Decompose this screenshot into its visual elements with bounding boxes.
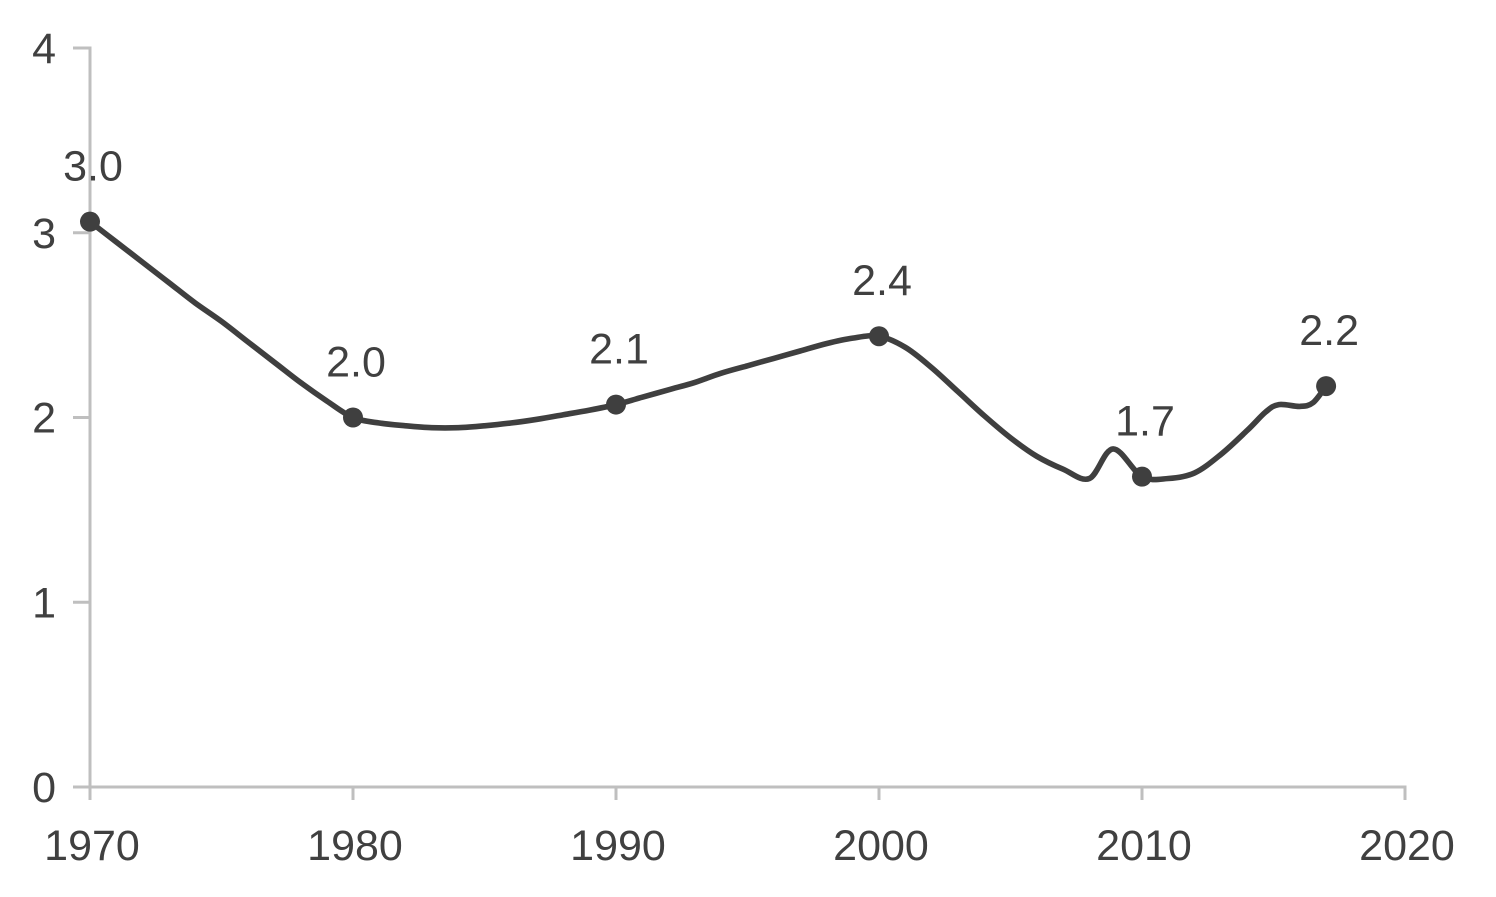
data-point-label: 2.4 — [852, 257, 912, 305]
x-tick-label: 2020 — [1359, 822, 1455, 870]
data-point-marker — [1316, 376, 1337, 397]
x-tick-label: 1970 — [44, 822, 140, 870]
data-point-label: 1.7 — [1115, 398, 1175, 446]
axes — [73, 46, 1407, 800]
data-point-marker — [80, 211, 100, 232]
data-point-label: 2.0 — [326, 339, 386, 387]
data-point-marker — [606, 394, 626, 415]
data-point-label: 2.2 — [1299, 307, 1359, 355]
y-tick-label: 4 — [32, 25, 56, 73]
data-point-label: 2.1 — [589, 326, 649, 374]
data-point-marker — [1132, 466, 1152, 487]
series-line-path — [87, 218, 1329, 483]
y-tick-label: 0 — [32, 764, 56, 812]
data-point-labels: 3.0 2.0 2.1 2.4 1.7 2.2 — [63, 143, 1359, 446]
x-tick-label: 1980 — [307, 822, 403, 870]
y-tick-label: 3 — [32, 210, 56, 258]
data-point-marker — [869, 326, 889, 347]
x-tick-label: 2010 — [1096, 822, 1192, 870]
y-tick-label: 1 — [32, 579, 56, 627]
axis-tick-labels: 0 1 2 3 4 1970 1980 1990 2000 2010 2020 — [32, 25, 1455, 870]
series-curve — [87, 218, 1329, 483]
x-tick-label: 1990 — [570, 822, 666, 870]
data-point-markers — [80, 211, 1337, 487]
data-point-label: 3.0 — [63, 143, 123, 191]
x-tick-label: 2000 — [833, 822, 929, 870]
y-tick-label: 2 — [32, 395, 56, 443]
data-point-marker — [343, 407, 363, 428]
